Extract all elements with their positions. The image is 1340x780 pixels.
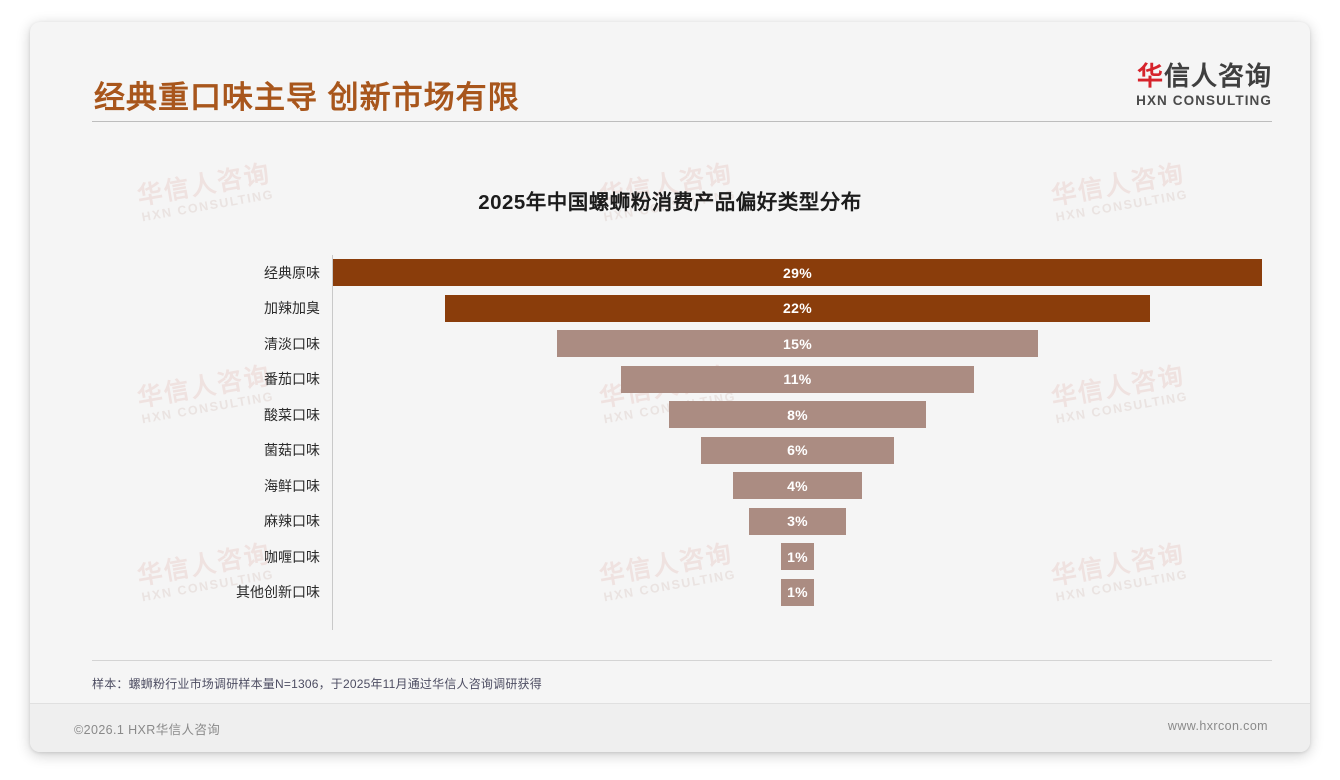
slide-header: 经典重口味主导 创新市场有限 华信人咨询 HXN CONSULTING — [30, 22, 1310, 130]
funnel-track: 15% — [333, 326, 1262, 362]
funnel-track: 1% — [333, 539, 1262, 575]
company-logo: 华信人咨询 HXN CONSULTING — [1136, 62, 1272, 108]
slide-footer: ©2026.1 HXR华信人咨询 www.hxrcon.com — [30, 703, 1310, 752]
logo-rest-chars: 信人咨询 — [1163, 61, 1272, 91]
funnel-row: 酸菜口味 8% — [92, 397, 1262, 433]
funnel-value-label: 4% — [787, 477, 808, 494]
logo-chinese-name: 华信人咨询 — [1136, 62, 1272, 91]
funnel-bar[interactable]: 1% — [781, 578, 814, 606]
funnel-value-label: 11% — [783, 371, 812, 388]
footnote-section: 样本：螺蛳粉行业市场调研样本量N=1306，于2025年11月通过华信人咨询调研… — [92, 660, 1272, 692]
funnel-bar[interactable]: 4% — [733, 472, 862, 500]
source-note: 样本：螺蛳粉行业市场调研样本量N=1306，于2025年11月通过华信人咨询调研… — [92, 677, 542, 691]
copyright-text: ©2026.1 HXR华信人咨询 — [74, 723, 221, 737]
funnel-category-label: 菌菇口味 — [264, 442, 320, 459]
funnel-bar[interactable]: 11% — [621, 365, 974, 393]
website-url[interactable]: www.hxrcon.com — [1167, 719, 1268, 733]
funnel-track: 11% — [333, 362, 1262, 398]
logo-accent-char: 华 — [1136, 61, 1164, 91]
funnel-track: 1% — [333, 575, 1262, 611]
chart-axis-line — [332, 255, 333, 630]
funnel-track: 22% — [333, 291, 1262, 327]
funnel-bar[interactable]: 3% — [749, 507, 846, 535]
funnel-bar[interactable]: 8% — [669, 401, 926, 429]
funnel-value-label: 1% — [787, 584, 808, 601]
funnel-row: 其他创新口味 1% — [92, 575, 1262, 611]
funnel-row: 菌菇口味 6% — [92, 433, 1262, 469]
funnel-bar[interactable]: 29% — [333, 259, 1262, 287]
funnel-value-label: 3% — [787, 513, 808, 530]
funnel-value-label: 22% — [783, 300, 812, 317]
funnel-track: 8% — [333, 397, 1262, 433]
funnel-bar[interactable]: 6% — [701, 436, 894, 464]
funnel-row: 海鲜口味 4% — [92, 468, 1262, 504]
funnel-row: 咖喱口味 1% — [92, 539, 1262, 575]
funnel-value-label: 6% — [787, 442, 808, 459]
funnel-value-label: 29% — [783, 264, 812, 281]
funnel-track: 3% — [333, 504, 1262, 540]
logo-english-name: HXN CONSULTING — [1136, 92, 1272, 108]
chart-container: 2025年中国螺蛳粉消费产品偏好类型分布 经典原味 29% 加辣加臭 22% 清淡口味 1… — [30, 130, 1310, 632]
slide-canvas: 华信人咨询 HXN CONSULTING 华信人咨询 HXN CONSULTIN… — [30, 22, 1310, 752]
funnel-value-label: 15% — [783, 335, 812, 352]
funnel-track: 29% — [333, 255, 1262, 291]
funnel-row: 番茄口味 11% — [92, 362, 1262, 398]
funnel-category-label: 清淡口味 — [264, 335, 320, 352]
funnel-category-label: 咖喱口味 — [264, 548, 320, 565]
funnel-category-label: 其他创新口味 — [236, 584, 320, 601]
funnel-bar[interactable]: 15% — [557, 330, 1038, 358]
funnel-chart: 经典原味 29% 加辣加臭 22% 清淡口味 15% 番茄口味 11% 酸菜口味 8% 菌菇口味 6%… — [92, 255, 1262, 630]
funnel-category-label: 加辣加臭 — [264, 300, 320, 317]
funnel-category-label: 海鲜口味 — [264, 477, 320, 494]
header-divider — [92, 121, 1272, 122]
funnel-bar[interactable]: 1% — [781, 543, 814, 571]
funnel-row: 经典原味 29% — [92, 255, 1262, 291]
funnel-bar[interactable]: 22% — [445, 294, 1150, 322]
funnel-value-label: 8% — [787, 406, 808, 423]
funnel-category-label: 酸菜口味 — [264, 406, 320, 423]
funnel-track: 4% — [333, 468, 1262, 504]
funnel-category-label: 麻辣口味 — [264, 513, 320, 530]
funnel-row: 清淡口味 15% — [92, 326, 1262, 362]
funnel-value-label: 1% — [787, 548, 808, 565]
funnel-category-label: 经典原味 — [264, 264, 320, 281]
funnel-track: 6% — [333, 433, 1262, 469]
chart-title: 2025年中国螺蛳粉消费产品偏好类型分布 — [478, 191, 862, 214]
funnel-row: 麻辣口味 3% — [92, 504, 1262, 540]
funnel-category-label: 番茄口味 — [264, 371, 320, 388]
funnel-row: 加辣加臭 22% — [92, 291, 1262, 327]
page-title: 经典重口味主导 创新市场有限 — [94, 80, 520, 115]
